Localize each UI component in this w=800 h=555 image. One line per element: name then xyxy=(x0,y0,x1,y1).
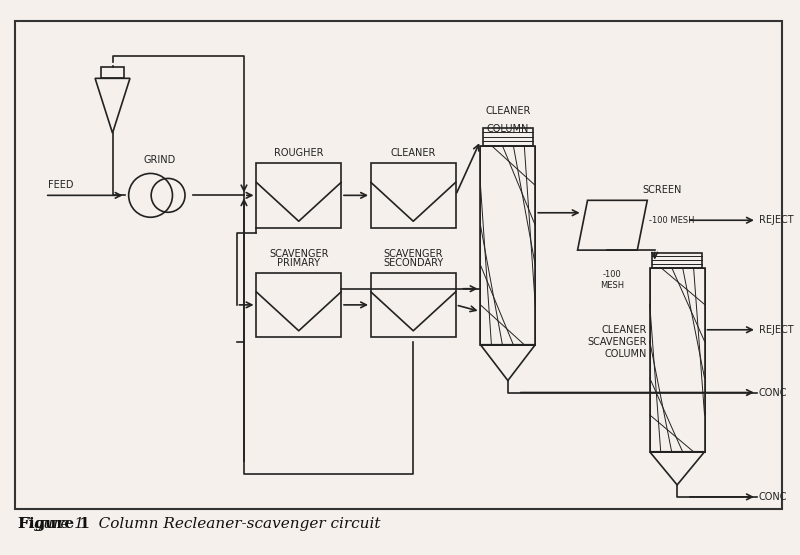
Text: CLEANER: CLEANER xyxy=(485,105,530,115)
Text: CONC: CONC xyxy=(758,387,787,397)
Text: SCAVENGER: SCAVENGER xyxy=(383,249,443,259)
Text: CONC: CONC xyxy=(758,492,787,502)
Bar xyxy=(371,163,455,228)
Text: SECONDARY: SECONDARY xyxy=(383,258,443,268)
Bar xyxy=(371,273,455,337)
Text: Figure 1   Column Recleaner-scavenger circuit: Figure 1 Column Recleaner-scavenger circ… xyxy=(18,517,381,531)
Text: REJECT: REJECT xyxy=(758,325,794,335)
Bar xyxy=(257,273,341,337)
Text: SCAVENGER: SCAVENGER xyxy=(587,337,646,347)
Text: SCREEN: SCREEN xyxy=(642,185,682,195)
Bar xyxy=(257,163,341,228)
Text: FEED: FEED xyxy=(48,180,74,190)
Text: ROUGHER: ROUGHER xyxy=(274,148,323,158)
Text: GRIND: GRIND xyxy=(143,155,175,165)
Bar xyxy=(101,67,124,78)
Text: COLUMN: COLUMN xyxy=(486,124,529,134)
Bar xyxy=(481,145,535,345)
Text: CLEANER: CLEANER xyxy=(390,148,436,158)
Text: -100 MESH: -100 MESH xyxy=(650,216,694,225)
Text: SCAVENGER: SCAVENGER xyxy=(269,249,329,259)
Bar xyxy=(650,268,705,452)
Bar xyxy=(483,128,533,145)
Bar xyxy=(653,253,702,268)
Text: Figure 1: Figure 1 xyxy=(18,517,90,531)
Text: PRIMARY: PRIMARY xyxy=(278,258,320,268)
Text: COLUMN: COLUMN xyxy=(604,349,646,359)
Text: -100
MESH: -100 MESH xyxy=(600,270,625,290)
Text: REJECT: REJECT xyxy=(758,215,794,225)
Text: CLEANER: CLEANER xyxy=(602,325,646,335)
Bar xyxy=(15,21,782,509)
